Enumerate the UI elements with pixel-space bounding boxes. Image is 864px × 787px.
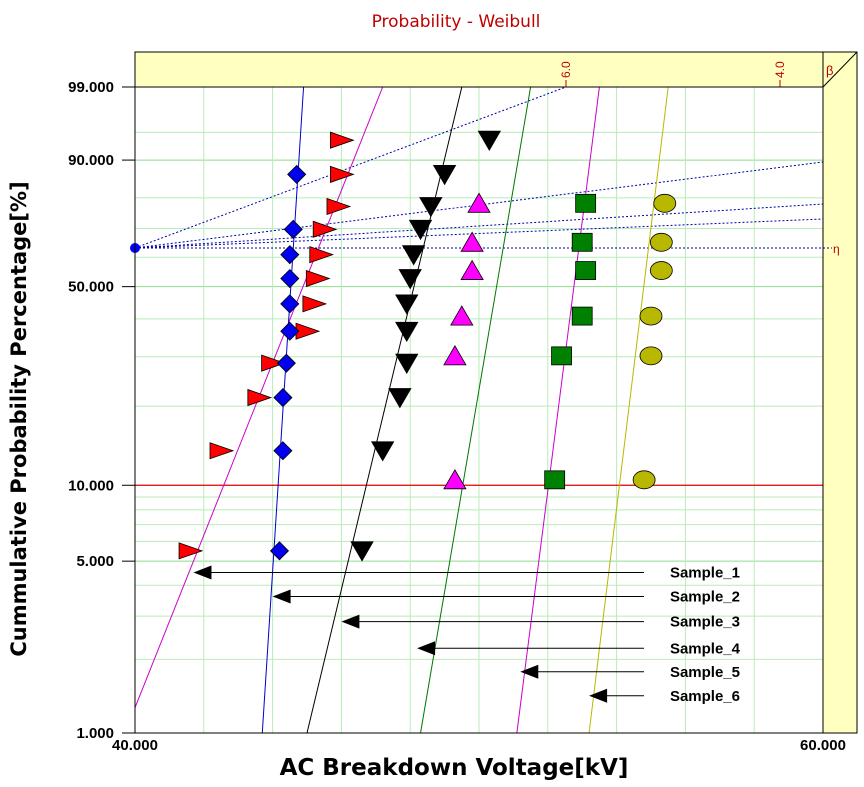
marker-sample_2 <box>273 441 293 461</box>
y-tick-label: 1.000 <box>76 725 114 742</box>
eta-label: η <box>833 242 840 256</box>
beta-guide-line <box>134 218 824 249</box>
marker-sample_3 <box>370 441 395 462</box>
marker-sample_1 <box>302 295 328 313</box>
callout-label: Sample_3 <box>670 614 740 631</box>
marker-sample_4 <box>467 192 491 213</box>
marker-sample_1 <box>326 197 352 216</box>
marker-sample_6 <box>653 193 677 213</box>
marker-sample_6 <box>639 346 663 366</box>
marker-sample_3 <box>432 165 457 186</box>
fit-line-sample_4 <box>420 86 532 734</box>
plot-frame <box>134 86 824 734</box>
marker-sample_5 <box>575 193 597 213</box>
chart-title: Probability - Weibull <box>372 12 541 32</box>
y-tick-label: 5.000 <box>76 553 114 570</box>
y-tick-label: 50.000 <box>68 279 114 296</box>
marker-sample_6 <box>649 232 673 252</box>
marker-sample_3 <box>388 388 412 409</box>
marker-sample_1 <box>261 354 286 372</box>
marker-sample_5 <box>575 261 597 280</box>
marker-sample_4 <box>443 345 467 366</box>
marker-sample_2 <box>287 164 307 184</box>
callout-arrowhead <box>589 688 608 703</box>
y-tick-label: 99.000 <box>68 79 114 96</box>
marker-sample_3 <box>401 245 426 266</box>
callout-label: Sample_4 <box>670 640 741 657</box>
marker-sample_4 <box>460 231 484 252</box>
callout-label: Sample_5 <box>670 664 740 681</box>
marker-sample_1 <box>178 542 204 560</box>
marker-sample_1 <box>329 165 355 183</box>
marker-sample_2 <box>280 294 300 314</box>
marker-sample_2 <box>280 321 300 341</box>
marker-sample_5 <box>571 232 593 252</box>
marker-sample_6 <box>649 261 673 280</box>
marker-sample_2 <box>273 387 293 408</box>
marker-sample_1 <box>247 389 273 407</box>
fit-lines <box>134 86 669 734</box>
callout-arrowhead <box>520 664 539 679</box>
beta-tick-label: 4.0 <box>773 61 787 78</box>
beta-guide-line <box>134 86 567 249</box>
marker-sample_1 <box>305 269 331 288</box>
marker-sample_5 <box>571 306 593 326</box>
y-tick-label: 90.000 <box>68 152 114 169</box>
callout-label: Sample_2 <box>670 589 740 606</box>
beta-guide-line <box>134 161 824 249</box>
data-markers <box>178 130 677 562</box>
marker-sample_1 <box>329 131 355 149</box>
beta-tick-label: 6.0 <box>559 61 573 78</box>
beta-tick-labels: 6.0 4.0 <box>559 61 787 78</box>
x-axis-title: AC Breakdown Voltage[kV] <box>280 755 629 781</box>
callout-label: Sample_1 <box>670 565 740 582</box>
x-tick-label: 60.000 <box>800 737 846 754</box>
marker-sample_2 <box>269 541 290 561</box>
beta-guide-line <box>134 203 824 249</box>
marker-sample_3 <box>419 197 443 218</box>
fit-line-sample_3 <box>306 86 463 734</box>
marker-sample_3 <box>398 269 422 290</box>
marker-sample_3 <box>408 219 433 241</box>
callout-arrowhead <box>417 641 436 656</box>
side-panel-top <box>134 51 858 88</box>
marker-sample_5 <box>544 470 566 490</box>
marker-sample_2 <box>280 268 300 289</box>
x-tick-label: 40.000 <box>112 737 158 754</box>
marker-sample_3 <box>395 353 419 374</box>
fit-line-sample_2 <box>261 86 305 734</box>
marker-sample_3 <box>395 294 419 315</box>
marker-sample_1 <box>209 442 235 460</box>
marker-sample_2 <box>276 353 296 373</box>
marker-sample_3 <box>477 130 502 151</box>
x-tick-labels: 40.000 60.000 <box>112 737 846 754</box>
callout-arrowhead <box>272 589 291 604</box>
fit-line-sample_6 <box>588 86 669 734</box>
marker-sample_5 <box>551 346 572 366</box>
marker-sample_6 <box>632 470 656 490</box>
marker-sample_4 <box>460 259 484 280</box>
y-tick-labels: 99.000 90.000 50.000 10.000 5.000 1.000 <box>68 79 135 742</box>
marker-sample_1 <box>312 220 338 238</box>
marker-sample_6 <box>639 306 663 326</box>
marker-sample_4 <box>443 469 467 490</box>
callouts: Sample_1 Sample_2 Sample_3 Sample_4 Sample_5… <box>193 565 741 705</box>
y-tick-label: 10.000 <box>68 477 114 494</box>
callout-label: Sample_6 <box>670 688 740 705</box>
marker-sample_2 <box>280 245 300 265</box>
y-axis-title: Cummulative Probability Percentage[%] <box>7 181 31 656</box>
marker-sample_1 <box>309 246 334 264</box>
callout-arrowhead <box>341 614 360 629</box>
side-panel-right <box>822 51 858 734</box>
beta-symbol: β <box>826 63 833 78</box>
side-panel-corner <box>822 51 858 88</box>
callout-arrowhead <box>193 565 212 580</box>
marker-sample_4 <box>450 305 474 326</box>
marker-sample_2 <box>283 219 303 239</box>
marker-sample_3 <box>350 541 374 562</box>
marker-sample_3 <box>395 321 419 343</box>
